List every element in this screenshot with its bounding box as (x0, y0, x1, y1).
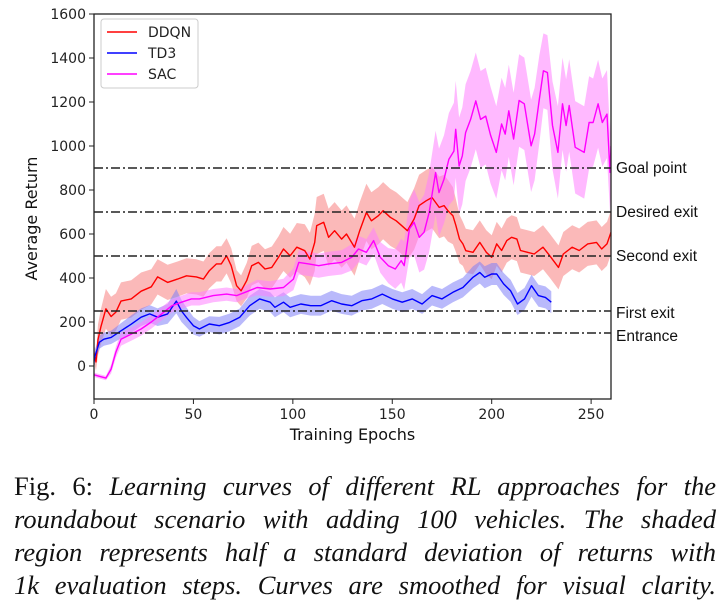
reference-lines: Goal point Desired exit Second exit First e… (94, 160, 699, 345)
x-tick-label-200: 200 (478, 407, 505, 423)
y-tick-label-1200: 1200 (50, 95, 86, 111)
caption-text-3: region represents half a standard deviat… (14, 537, 716, 567)
caption-text-4: 1k evaluation steps. Curves are smoothed… (14, 570, 716, 600)
learning-curves-chart: Goal point Desired exit Second exit First e… (22, 7, 699, 444)
ref-label-entrance: Entrance (616, 328, 678, 345)
caption-text-1: Learning curves of different RL approach… (109, 471, 716, 501)
caption-prefix: Fig. 6: (14, 471, 93, 501)
band-sac (94, 33, 611, 381)
y-axis-ticks: 0 200 400 600 800 1000 1200 1400 1600 (50, 7, 94, 375)
y-tick-label-200: 200 (59, 315, 86, 331)
x-axis-ticks: 0 50 100 150 200 250 (90, 399, 605, 423)
ref-label-goal-point: Goal point (616, 160, 687, 177)
legend-box (100, 18, 199, 89)
band-td3 (94, 261, 552, 369)
x-tick-label-0: 0 (90, 407, 99, 423)
plot-frame (93, 13, 612, 400)
y-tick-label-0: 0 (77, 359, 86, 375)
std-bands (94, 33, 611, 381)
y-tick-label-1000: 1000 (50, 139, 86, 155)
x-tick-label-100: 100 (279, 407, 306, 423)
y-tick-label-1600: 1600 (50, 7, 86, 23)
y-tick-label-800: 800 (59, 183, 86, 199)
line-ddqn (94, 196, 611, 363)
legend-label-td3: TD3 (147, 46, 176, 62)
ref-label-first-exit: First exit (616, 305, 675, 322)
caption-line-3: region represents half a standard deviat… (14, 536, 716, 569)
x-tick-label-150: 150 (379, 407, 406, 423)
legend-label-ddqn: DDQN (148, 25, 191, 41)
ref-label-second-exit: Second exit (616, 248, 698, 265)
x-axis-label: Training Epochs (289, 425, 416, 444)
y-tick-label-1400: 1400 (50, 51, 86, 67)
caption-text-2: roundabout scenario with adding 100 vehi… (14, 504, 716, 534)
y-tick-label-600: 600 (59, 227, 86, 243)
line-td3 (94, 271, 552, 362)
figure-caption: Fig. 6: Learning curves of different RL … (14, 470, 716, 602)
y-axis-label: Average Return (22, 157, 41, 281)
legend-label-sac: SAC (148, 67, 176, 83)
ref-label-desired-exit: Desired exit (616, 204, 699, 221)
caption-line-2: roundabout scenario with adding 100 vehi… (14, 503, 716, 536)
x-tick-label-50: 50 (185, 407, 203, 423)
legend: DDQN TD3 SAC (100, 18, 199, 89)
x-tick-label-250: 250 (578, 407, 605, 423)
caption-line-1: Fig. 6: Learning curves of different RL … (14, 470, 716, 503)
y-tick-label-400: 400 (59, 271, 86, 287)
caption-line-4: 1k evaluation steps. Curves are smoothed… (14, 569, 716, 602)
